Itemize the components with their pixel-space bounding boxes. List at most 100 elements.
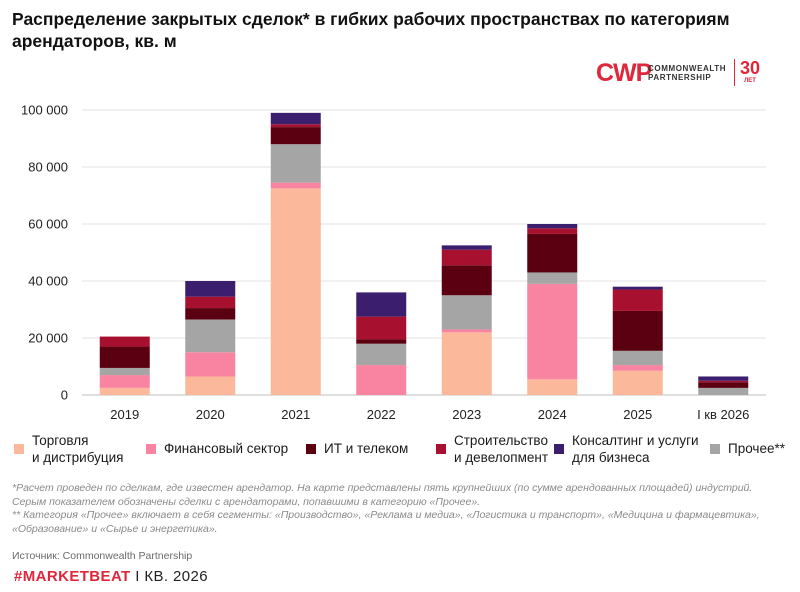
legend-item: Строительство и девелопмент: [436, 432, 548, 466]
x-tick-label: 2022: [367, 407, 396, 422]
marketbeat-brand: #MARKETBEAT I КВ. 2026: [14, 568, 208, 585]
stacked-bar-chart: 0 20 000 40 000 60 000 80 000 100 000 2019 202…: [21, 103, 766, 422]
bar-segment-2021-s3: [270, 127, 321, 145]
bar-segment-2020-s5: [185, 281, 236, 297]
y-tick-label: 0: [61, 388, 68, 403]
footnote-line: *Расчет проведен по сделкам, где известе…: [12, 482, 753, 494]
legend-swatch: [14, 444, 24, 454]
legend-item: Консалтинг и услуги для бизнеса: [554, 432, 699, 466]
x-tick-label: 2023: [452, 407, 481, 422]
legend-label: ИТ и телеком: [324, 441, 409, 456]
bar-segment-2021-s2: [270, 144, 321, 183]
bar-segment-2022-s1: [356, 365, 407, 395]
logo-years-sub: ЛЕТ: [744, 78, 756, 84]
chart-gridlines: [82, 109, 766, 396]
bar-segment-2021-s4: [270, 124, 321, 128]
bar-segment-I-кв-2026-s5: [698, 376, 749, 381]
legend-swatch: [436, 444, 446, 454]
bar-segment-2024-s5: [527, 224, 578, 229]
legend-label: Торговля и дистрибуция: [32, 433, 124, 465]
bar-segment-I-кв-2026-s2: [698, 387, 749, 395]
legend-swatch: [146, 444, 156, 454]
chart-bars: [99, 112, 749, 395]
x-tick-label: 2021: [281, 407, 310, 422]
brand-period: I КВ. 2026: [130, 568, 208, 585]
legend-label: Прочее**: [728, 441, 785, 456]
bar-segment-I-кв-2026-s3: [698, 382, 749, 388]
bar-segment-2025-s4: [612, 289, 663, 311]
company-logo: CWP COMMONWEALTH PARTNERSHIP 30 ЛЕТ: [596, 58, 792, 88]
legend-label: Консалтинг и услуги для бизнеса: [572, 433, 699, 465]
bar-segment-2022-s2: [356, 343, 407, 366]
bar-segment-2023-s0: [441, 332, 492, 395]
bar-segment-2022-s3: [356, 339, 407, 344]
y-tick-label: 100 000: [21, 103, 68, 118]
bar-segment-2019-s4: [99, 336, 150, 347]
bar-segment-2025-s1: [612, 365, 663, 371]
logo-line1: COMMONWEALTH: [648, 64, 727, 73]
chart-legend: Торговля и дистрибуция Финансовый сектор И…: [14, 432, 794, 476]
y-tick-label: 20 000: [28, 331, 68, 346]
bar-segment-2020-s2: [185, 319, 236, 353]
logo-line2: PARTNERSHIP: [648, 73, 712, 82]
bar-segment-2025-s5: [612, 286, 663, 290]
logo-wordmark: COMMONWEALTH PARTNERSHIP: [648, 64, 726, 82]
x-tick-label: 2019: [110, 407, 139, 422]
legend-item: Торговля и дистрибуция: [14, 432, 123, 466]
x-tick-label: 2025: [623, 407, 652, 422]
bar-segment-2019-s1: [99, 375, 150, 388]
legend-label: Строительство и девелопмент: [454, 433, 549, 465]
logo-anniversary: 30 ЛЕТ: [740, 58, 760, 85]
bar-segment-2022-s4: [356, 316, 407, 340]
bar-segment-2024-s0: [527, 379, 578, 395]
bar-segment-2019-s3: [99, 346, 150, 368]
bar-segment-2025-s3: [612, 310, 663, 351]
bar-segment-2022-s5: [356, 292, 407, 317]
source-note: Источник: Commonwealth Partnership: [12, 550, 193, 562]
bar-segment-2021-s0: [270, 188, 321, 395]
bar-segment-2021-s5: [270, 112, 321, 125]
legend-swatch: [710, 444, 720, 454]
y-tick-label: 40 000: [28, 274, 68, 289]
bar-segment-2021-s1: [270, 182, 321, 189]
x-tick-label: I кв 2026: [697, 407, 749, 422]
logo-divider: [734, 59, 735, 86]
y-axis-ticks: 0 20 000 40 000 60 000 80 000 100 000: [21, 103, 68, 403]
legend-item: Финансовый сектор: [146, 432, 288, 457]
bar-segment-2025-s2: [612, 350, 663, 366]
bar-segment-2023-s3: [441, 265, 492, 296]
logo-mark: CWP: [596, 59, 652, 87]
legend-swatch: [554, 444, 564, 454]
legend-item: Прочее**: [710, 432, 785, 457]
bar-segment-2024-s3: [527, 233, 578, 273]
bar-segment-2019-s2: [99, 367, 150, 376]
bar-segment-2024-s1: [527, 283, 578, 380]
legend-item: ИТ и телеком: [306, 432, 408, 457]
bar-segment-2020-s1: [185, 352, 236, 377]
bar-segment-2024-s2: [527, 272, 578, 284]
logo-years: 30: [740, 58, 761, 78]
footnote-line: ** Категория «Прочее» включает в себя се…: [12, 509, 760, 522]
bar-segment-2023-s5: [441, 245, 492, 250]
chart-title: Распределение закрытых сделок* в гибких …: [12, 9, 730, 51]
bar-segment-2023-s1: [441, 329, 492, 333]
brand-hashtag: #MARKETBEAT: [14, 568, 131, 585]
bar-segment-2020-s3: [185, 308, 236, 320]
x-tick-label: 2020: [196, 407, 225, 422]
bar-segment-2024-s4: [527, 228, 578, 234]
bar-segment-2019-s0: [99, 387, 150, 395]
footnotes: *Расчет проведен по сделкам, где известе…: [12, 482, 792, 536]
legend-swatch: [306, 444, 316, 454]
x-tick-label: 2024: [538, 407, 567, 422]
legend-label: Финансовый сектор: [164, 441, 289, 456]
bar-segment-I-кв-2026-s4: [698, 380, 749, 383]
bar-segment-2020-s0: [185, 376, 236, 395]
footnote-line: «Образование» и «Сырье и энергетика».: [12, 522, 218, 535]
bar-segment-2023-s2: [441, 295, 492, 330]
y-tick-label: 80 000: [28, 160, 68, 175]
bar-segment-2023-s4: [441, 249, 492, 266]
bar-segment-2025-s0: [612, 370, 663, 395]
y-tick-label: 60 000: [28, 217, 68, 232]
bar-segment-2020-s4: [185, 296, 236, 309]
x-axis-ticks: 2019 2020 2021 2022 2023 2024 2025 I кв 2026: [110, 407, 749, 422]
